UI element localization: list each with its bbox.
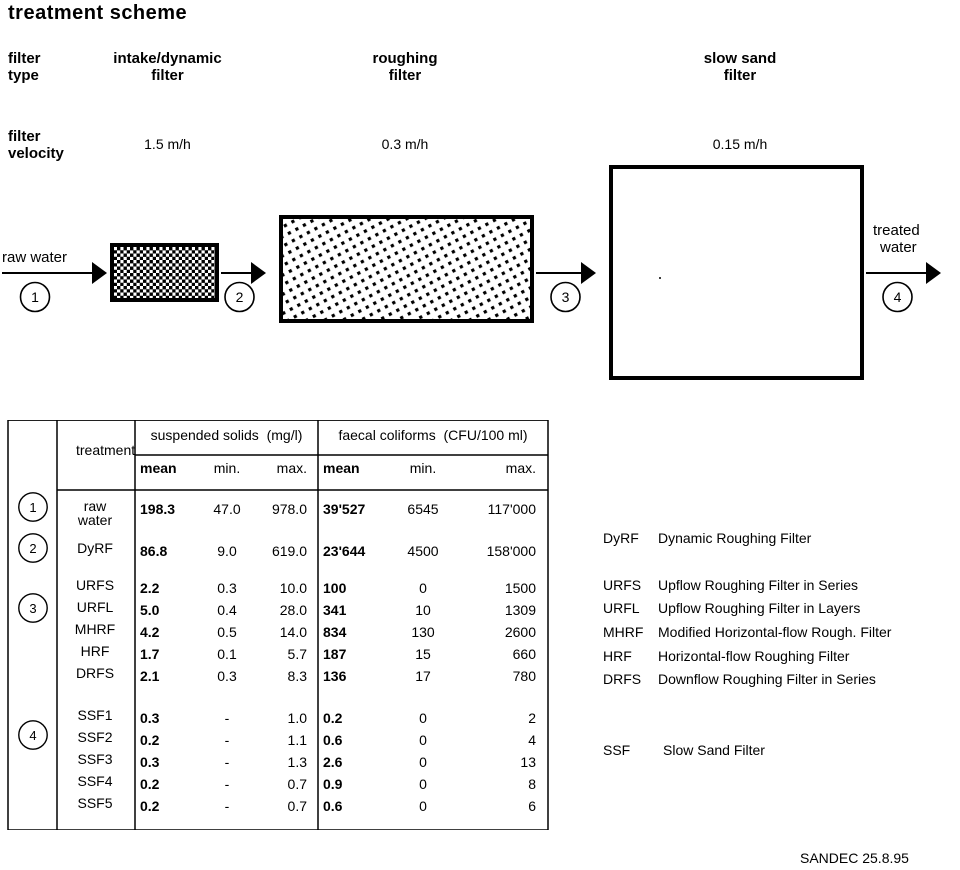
svg-text:4: 4 <box>894 289 902 305</box>
svg-text:2: 2 <box>236 289 244 305</box>
svg-text:1: 1 <box>31 289 39 305</box>
svg-text:treated: treated <box>873 222 920 239</box>
svg-text:water: water <box>879 239 917 256</box>
svg-text:3: 3 <box>562 289 570 305</box>
svg-text:raw water: raw water <box>2 249 67 266</box>
